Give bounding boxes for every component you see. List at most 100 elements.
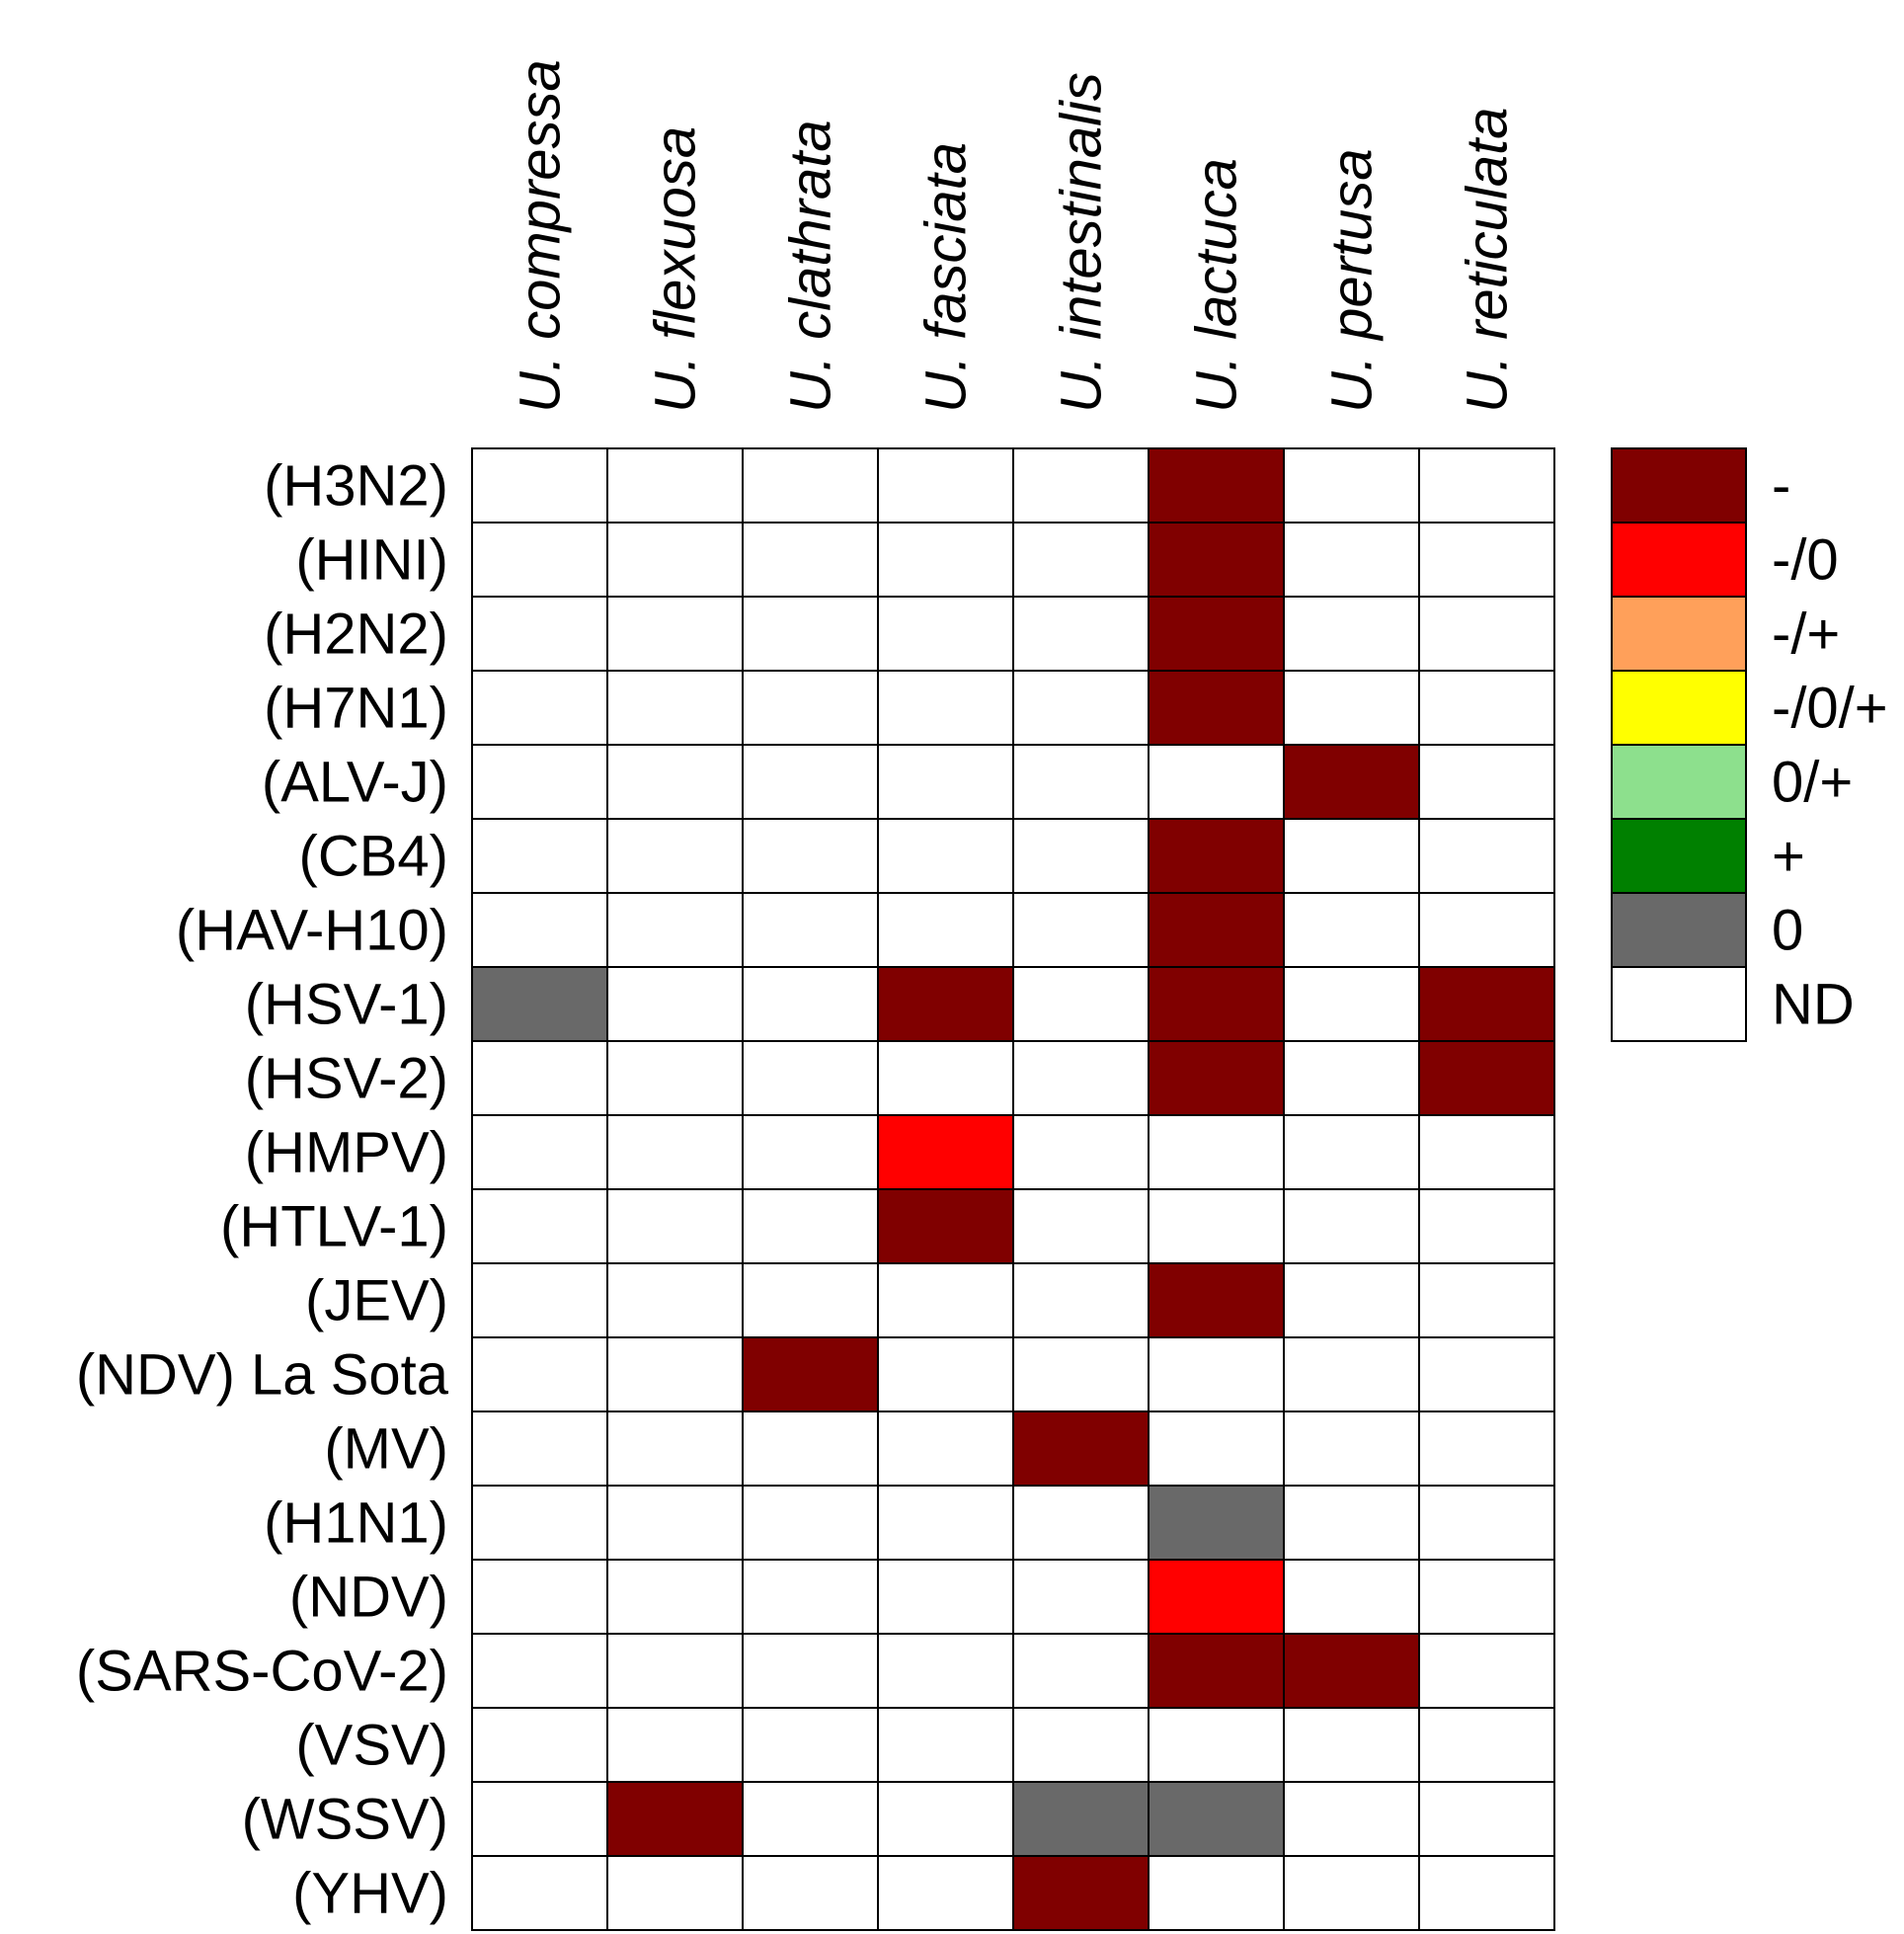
heatmap-cell bbox=[877, 1855, 1014, 1931]
heatmap-cell bbox=[1012, 1559, 1150, 1635]
heatmap-cell bbox=[471, 1633, 608, 1709]
heatmap-cell bbox=[877, 596, 1014, 672]
row-labels: (H3N2) (HINI) (H2N2) (H7N1) (ALV-J) (CB4) (HAV… bbox=[76, 454, 449, 1926]
heatmap-cell bbox=[1418, 447, 1555, 524]
heatmap-cell bbox=[1418, 1410, 1555, 1487]
heatmap-cell bbox=[1283, 1262, 1420, 1338]
heatmap-cell bbox=[1283, 1114, 1420, 1190]
heatmap-cell bbox=[606, 1040, 744, 1116]
heatmap-cell bbox=[1012, 892, 1150, 968]
heatmap-cell bbox=[1283, 1336, 1420, 1412]
heatmap-cell bbox=[877, 1188, 1014, 1264]
heatmap-cell bbox=[606, 596, 744, 672]
heatmap-cell bbox=[1148, 1336, 1285, 1412]
heatmap-cell bbox=[742, 1262, 879, 1338]
heatmap-cell bbox=[606, 1707, 744, 1783]
heatmap-cell bbox=[1012, 1040, 1150, 1116]
column-label: U. reticulata bbox=[1456, 108, 1520, 413]
heatmap-cell bbox=[1418, 1707, 1555, 1783]
row-label: (NDV) La Sota bbox=[76, 1343, 449, 1408]
legend-label: 0 bbox=[1772, 899, 1803, 963]
heatmap-cell bbox=[1012, 818, 1150, 894]
heatmap-cell bbox=[1418, 1633, 1555, 1709]
column-label: U. lactuca bbox=[1185, 158, 1249, 413]
heatmap-cell bbox=[1148, 1410, 1285, 1487]
heatmap-cell bbox=[877, 966, 1014, 1042]
heatmap-cell bbox=[1012, 1410, 1150, 1487]
heatmap-cell bbox=[1012, 1262, 1150, 1338]
heatmap-cell bbox=[471, 670, 608, 746]
heatmap-cell bbox=[1283, 1707, 1420, 1783]
heatmap-cell bbox=[877, 670, 1014, 746]
heatmap-cell bbox=[1283, 892, 1420, 968]
row-label: (HSV-2) bbox=[245, 1047, 448, 1111]
heatmap-cell bbox=[742, 1707, 879, 1783]
heatmap-cell bbox=[1283, 744, 1420, 820]
heatmap-cell bbox=[1418, 966, 1555, 1042]
heatmap-cell bbox=[471, 1114, 608, 1190]
heatmap-cell bbox=[1012, 670, 1150, 746]
heatmap-cell bbox=[1283, 596, 1420, 672]
heatmap-cell bbox=[1012, 1485, 1150, 1561]
heatmap-cell bbox=[877, 1559, 1014, 1635]
column-label: U. clathrata bbox=[779, 120, 843, 413]
heatmap-cell bbox=[742, 1781, 879, 1857]
heatmap-cell bbox=[742, 1188, 879, 1264]
heatmap-cell bbox=[1418, 1855, 1555, 1931]
heatmap-cell bbox=[877, 522, 1014, 598]
heatmap-cell bbox=[877, 818, 1014, 894]
row-label: (NDV) bbox=[289, 1566, 448, 1630]
heatmap-cell bbox=[1148, 447, 1285, 524]
heatmap-cell bbox=[1148, 1633, 1285, 1709]
heatmap-cell bbox=[1418, 1559, 1555, 1635]
heatmap-cell bbox=[471, 1781, 608, 1857]
heatmap-cell bbox=[1148, 1040, 1285, 1116]
row-label: (H1N1) bbox=[264, 1491, 448, 1556]
heatmap-cell bbox=[1012, 1336, 1150, 1412]
row-label: (HMPV) bbox=[245, 1121, 448, 1185]
heatmap-cell bbox=[606, 1485, 744, 1561]
heatmap-cell bbox=[1148, 744, 1285, 820]
heatmap-cell bbox=[1148, 596, 1285, 672]
heatmap-cell bbox=[471, 596, 608, 672]
heatmap-cell bbox=[742, 596, 879, 672]
heatmap-cell bbox=[1012, 1114, 1150, 1190]
legend-swatch bbox=[1611, 966, 1747, 1042]
heatmap-cell bbox=[471, 744, 608, 820]
legend-label: - bbox=[1772, 454, 1790, 519]
heatmap-cell bbox=[742, 1559, 879, 1635]
row-label: (VSV) bbox=[295, 1714, 448, 1778]
column-label: U. pertusa bbox=[1320, 148, 1385, 413]
legend-swatch bbox=[1611, 596, 1747, 672]
heatmap-cell bbox=[471, 1410, 608, 1487]
heatmap-cell bbox=[606, 1559, 744, 1635]
heatmap-cell bbox=[1283, 447, 1420, 524]
heatmap-cell bbox=[471, 1485, 608, 1561]
heatmap-cell bbox=[877, 1336, 1014, 1412]
heatmap-cell bbox=[471, 818, 608, 894]
legend-swatch bbox=[1611, 522, 1747, 598]
heatmap-cell bbox=[606, 1633, 744, 1709]
heatmap-cell bbox=[471, 1855, 608, 1931]
heatmap-cell bbox=[606, 1262, 744, 1338]
heatmap-cell bbox=[877, 1485, 1014, 1561]
heatmap-cell bbox=[606, 1336, 744, 1412]
heatmap-cell bbox=[1148, 818, 1285, 894]
row-label: (CB4) bbox=[299, 825, 448, 889]
heatmap-cell bbox=[471, 1040, 608, 1116]
legend-swatch bbox=[1611, 670, 1747, 746]
heatmap-cell bbox=[1283, 1855, 1420, 1931]
heatmap-cell bbox=[606, 522, 744, 598]
heatmap-cell bbox=[606, 818, 744, 894]
heatmap-cell bbox=[877, 744, 1014, 820]
heatmap-cell bbox=[742, 1485, 879, 1561]
heatmap-cell bbox=[1418, 522, 1555, 598]
row-label: (WSSV) bbox=[242, 1788, 448, 1852]
heatmap-cell bbox=[742, 1040, 879, 1116]
heatmap-cell bbox=[742, 966, 879, 1042]
legend-label: 0/+ bbox=[1772, 751, 1853, 815]
heatmap-cell bbox=[877, 892, 1014, 968]
heatmap-cell bbox=[1148, 1188, 1285, 1264]
heatmap-cell bbox=[471, 1188, 608, 1264]
